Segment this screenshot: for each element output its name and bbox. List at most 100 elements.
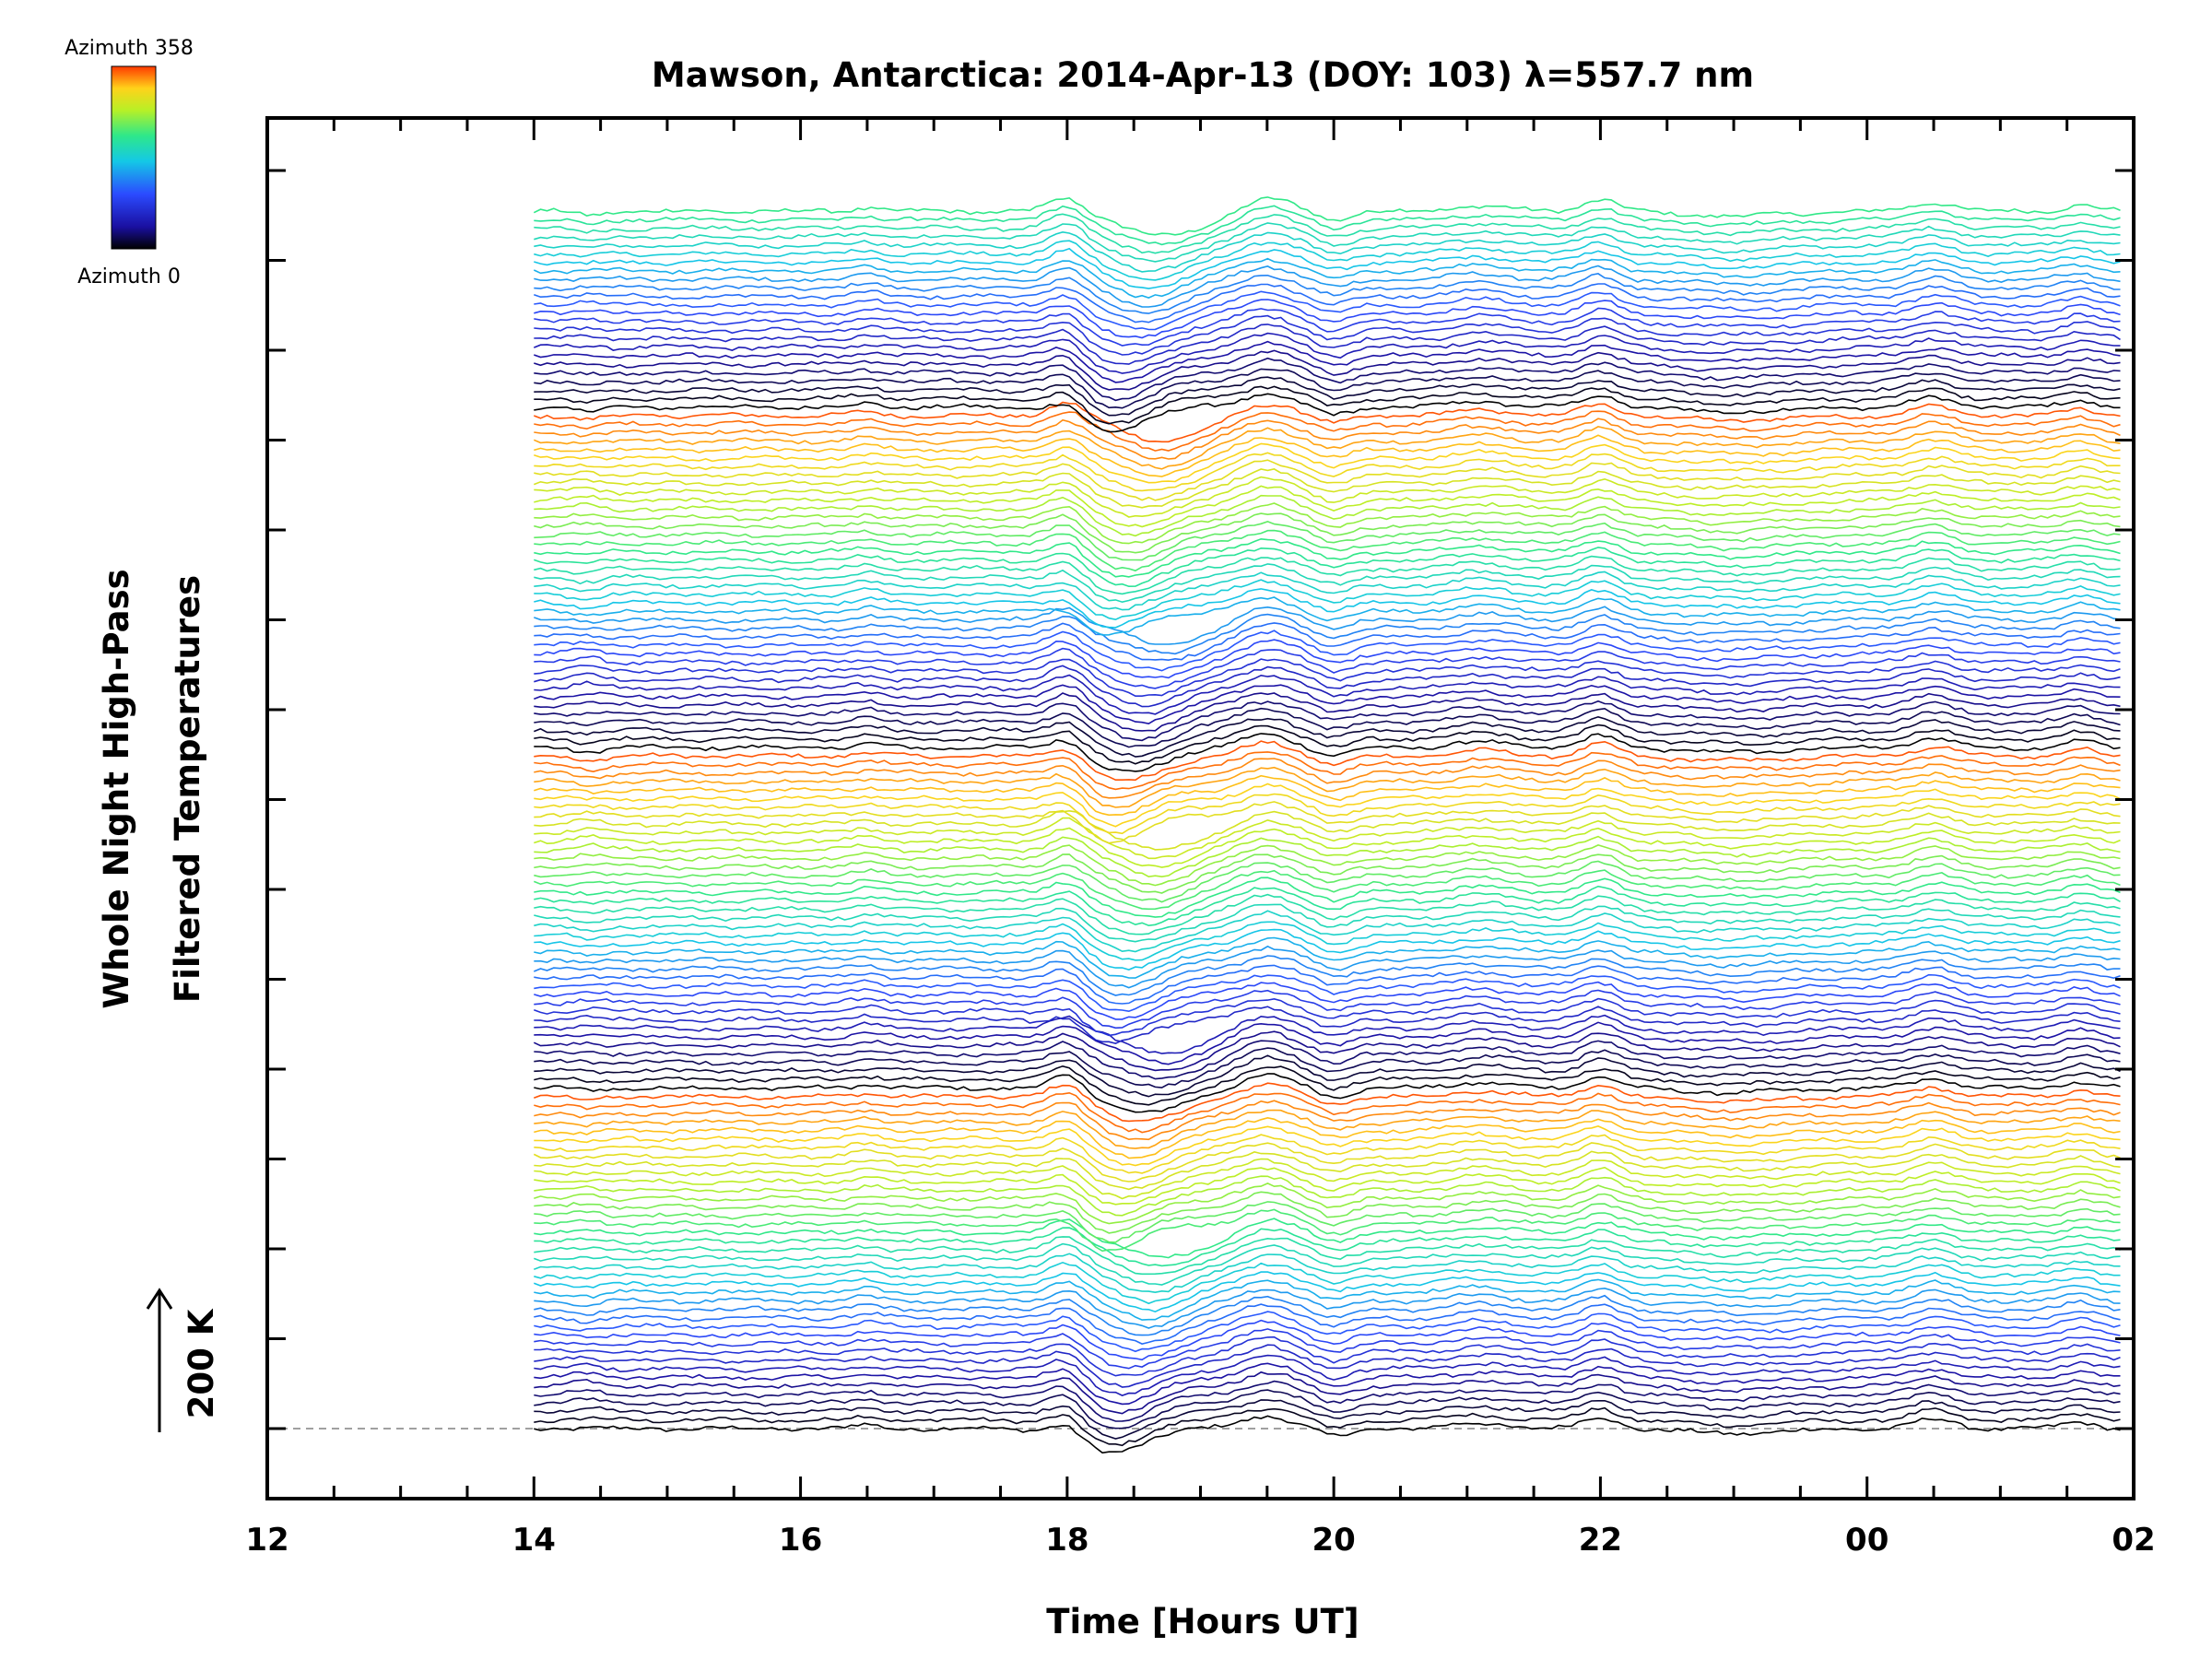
chart-title: Mawson, Antarctica: 2014-Apr-13 (DOY: 10… <box>652 55 1754 95</box>
scale-arrow-icon <box>146 1288 173 1432</box>
series-line <box>534 774 2121 817</box>
y-axis-label-line1: Whole Night High-Pass <box>97 569 136 1008</box>
series-line <box>534 1303 2121 1345</box>
series-line <box>534 1166 2121 1206</box>
series-line <box>534 1014 2121 1054</box>
series-line <box>534 877 2121 918</box>
series-line <box>534 459 2121 501</box>
series-line <box>534 692 2121 732</box>
series-line <box>534 385 2121 425</box>
series-line <box>534 921 2121 961</box>
series-line <box>534 588 2121 629</box>
series-line <box>534 658 2121 697</box>
x-tick-label: 18 <box>1045 1522 1088 1559</box>
series-line <box>534 1054 2121 1098</box>
series-line <box>534 844 2121 887</box>
series-line <box>534 247 2121 289</box>
series-line <box>534 945 2121 989</box>
series-traces <box>533 196 2121 1454</box>
series-line <box>534 357 2121 402</box>
series-line <box>534 1065 2121 1106</box>
series-line <box>534 222 2121 263</box>
series-line <box>534 240 2121 281</box>
series-line <box>534 1201 2121 1243</box>
series-line <box>534 442 2121 484</box>
series-line <box>534 494 2121 537</box>
series-line <box>534 1116 2121 1159</box>
series-line <box>534 733 2121 772</box>
series-line <box>534 740 2121 782</box>
series-line <box>534 547 2121 588</box>
series-line <box>534 555 2121 595</box>
series-line <box>534 674 2121 715</box>
series-line <box>534 1389 2121 1430</box>
series-line <box>534 1006 2121 1044</box>
series-line <box>533 1142 2121 1182</box>
series-line <box>534 1047 2121 1088</box>
series-line <box>534 1175 2121 1217</box>
series-line <box>534 707 2121 748</box>
series-line <box>534 751 2121 791</box>
series-line <box>534 410 2121 452</box>
series-line <box>534 869 2121 911</box>
series-line <box>533 426 2121 470</box>
series-line <box>534 1242 2121 1286</box>
series-line <box>534 1150 2121 1191</box>
colorbar-bottom-label: Azimuth 0 <box>77 265 181 288</box>
series-line <box>534 1311 2121 1353</box>
series-line <box>534 1125 2121 1167</box>
series-line <box>534 512 2121 554</box>
series-line <box>534 700 2121 742</box>
series-line <box>534 1399 2121 1440</box>
series-line <box>534 324 2121 365</box>
series-line <box>534 1100 2121 1141</box>
series-line <box>534 579 2121 621</box>
series-line <box>534 910 2121 953</box>
series-line <box>534 290 2121 331</box>
series-line <box>534 299 2121 339</box>
series-line <box>534 401 2121 443</box>
series-line <box>534 340 2121 383</box>
series-line <box>534 1073 2121 1113</box>
series-line <box>534 997 2121 1037</box>
series-line <box>534 809 2121 851</box>
series-line <box>534 928 2121 971</box>
series-line <box>534 1158 2121 1200</box>
series-line <box>534 521 2121 561</box>
series-line <box>534 1406 2121 1447</box>
series-line <box>534 639 2121 679</box>
x-tick-label: 20 <box>1312 1522 1355 1559</box>
series-line <box>534 853 2121 894</box>
series-line <box>534 213 2121 254</box>
x-tick-labels: 12 14 16 18 20 22 00 02 <box>245 1522 2155 1559</box>
x-tick-label: 12 <box>245 1522 288 1559</box>
series-line <box>534 502 2121 545</box>
x-tick-label: 22 <box>1579 1522 1622 1559</box>
series-line <box>533 196 2121 236</box>
series-line <box>534 485 2121 528</box>
y-axis-label-line2: Filtered Temperatures <box>168 575 207 1003</box>
series-line <box>534 989 2121 1030</box>
series-line <box>534 893 2121 935</box>
series-line <box>534 393 2121 433</box>
series-line <box>534 1271 2121 1313</box>
series-line <box>534 1236 2121 1276</box>
series-line <box>534 629 2121 672</box>
series-line <box>534 265 2121 308</box>
series-line <box>534 273 2121 314</box>
series-line <box>534 476 2121 518</box>
series-line <box>534 283 2121 324</box>
series-line <box>534 817 2121 860</box>
series-line <box>534 1021 2121 1065</box>
series-line <box>534 1328 2121 1370</box>
series-line <box>534 793 2121 835</box>
series-line <box>534 1278 2121 1321</box>
series-line <box>534 468 2121 509</box>
series-line <box>534 835 2121 878</box>
series-line <box>534 1182 2121 1225</box>
series-line <box>534 606 2121 645</box>
series-line <box>534 368 2121 409</box>
series-line <box>534 376 2121 417</box>
series-line <box>534 1208 2121 1253</box>
series-line <box>534 537 2121 578</box>
